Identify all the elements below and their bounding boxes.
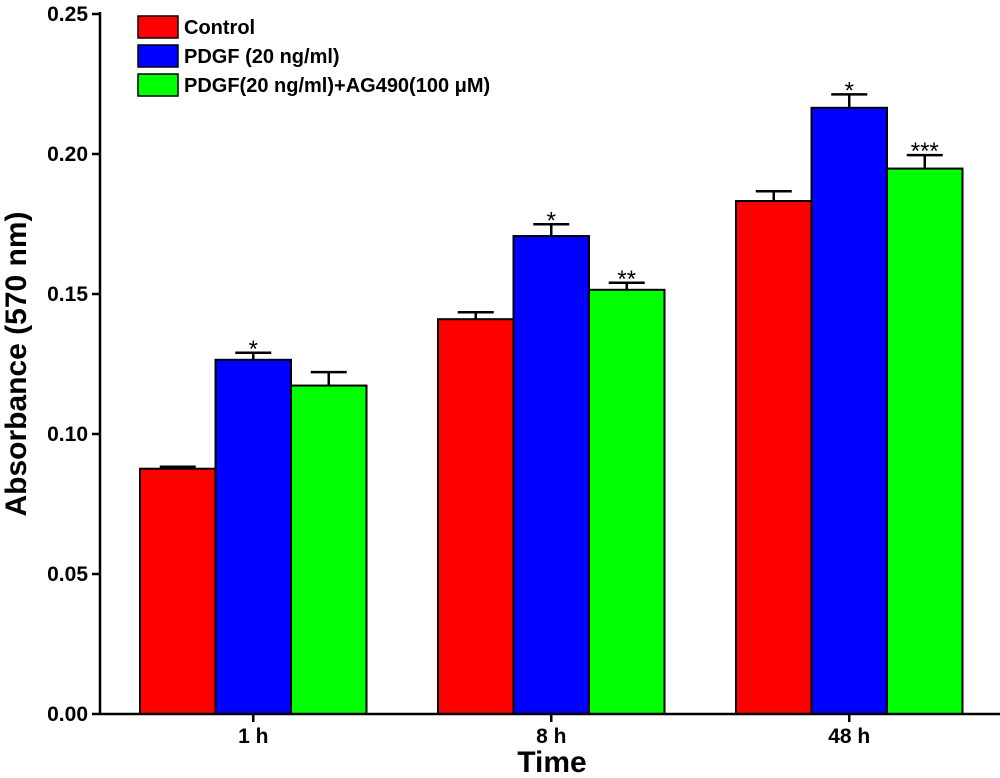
x-tick-label: 8 h xyxy=(536,725,566,748)
bar xyxy=(588,288,666,715)
bar xyxy=(214,358,292,715)
significance-label: * xyxy=(547,207,556,234)
bars-layer: ******** xyxy=(139,77,964,716)
significance-label: * xyxy=(249,336,258,363)
bar xyxy=(735,200,813,716)
x-tick-label: 48 h xyxy=(828,725,870,748)
x-tick-label: 1 h xyxy=(238,725,268,748)
bar xyxy=(512,235,590,715)
significance-label: ** xyxy=(617,266,636,293)
y-tick-label: 0.20 xyxy=(47,143,88,166)
y-tick-label: 0.00 xyxy=(47,703,88,726)
legend-swatch xyxy=(137,73,179,97)
bar xyxy=(290,384,368,715)
bar xyxy=(810,106,888,716)
y-tick-label: 0.25 xyxy=(47,3,88,26)
legend: Control PDGF (20 ng/ml) PDGF(20 ng/ml)+AG4… xyxy=(137,15,490,97)
y-tick-label: 0.05 xyxy=(47,563,88,586)
legend-swatch xyxy=(137,44,179,68)
significance-label: *** xyxy=(911,138,939,165)
bar xyxy=(886,167,964,715)
y-tick-label: 0.15 xyxy=(47,283,88,306)
bar xyxy=(437,318,515,715)
axes-layer: 0.00 0.05 0.10 0.15 0.20 0.25 1 h 8 h 48 h xyxy=(47,3,1000,748)
y-tick-label: 0.10 xyxy=(47,423,88,446)
y-axis-title: Absorbance (570 nm) xyxy=(0,211,33,516)
bar xyxy=(139,467,217,715)
legend-label: PDGF (20 ng/ml) xyxy=(184,46,340,68)
legend-swatch xyxy=(137,15,179,39)
legend-label: Control xyxy=(184,17,255,39)
significance-label: * xyxy=(845,77,854,104)
legend-label: PDGF(20 ng/ml)+AG490(100 μM) xyxy=(184,75,490,97)
x-axis-title: Time xyxy=(517,746,586,778)
